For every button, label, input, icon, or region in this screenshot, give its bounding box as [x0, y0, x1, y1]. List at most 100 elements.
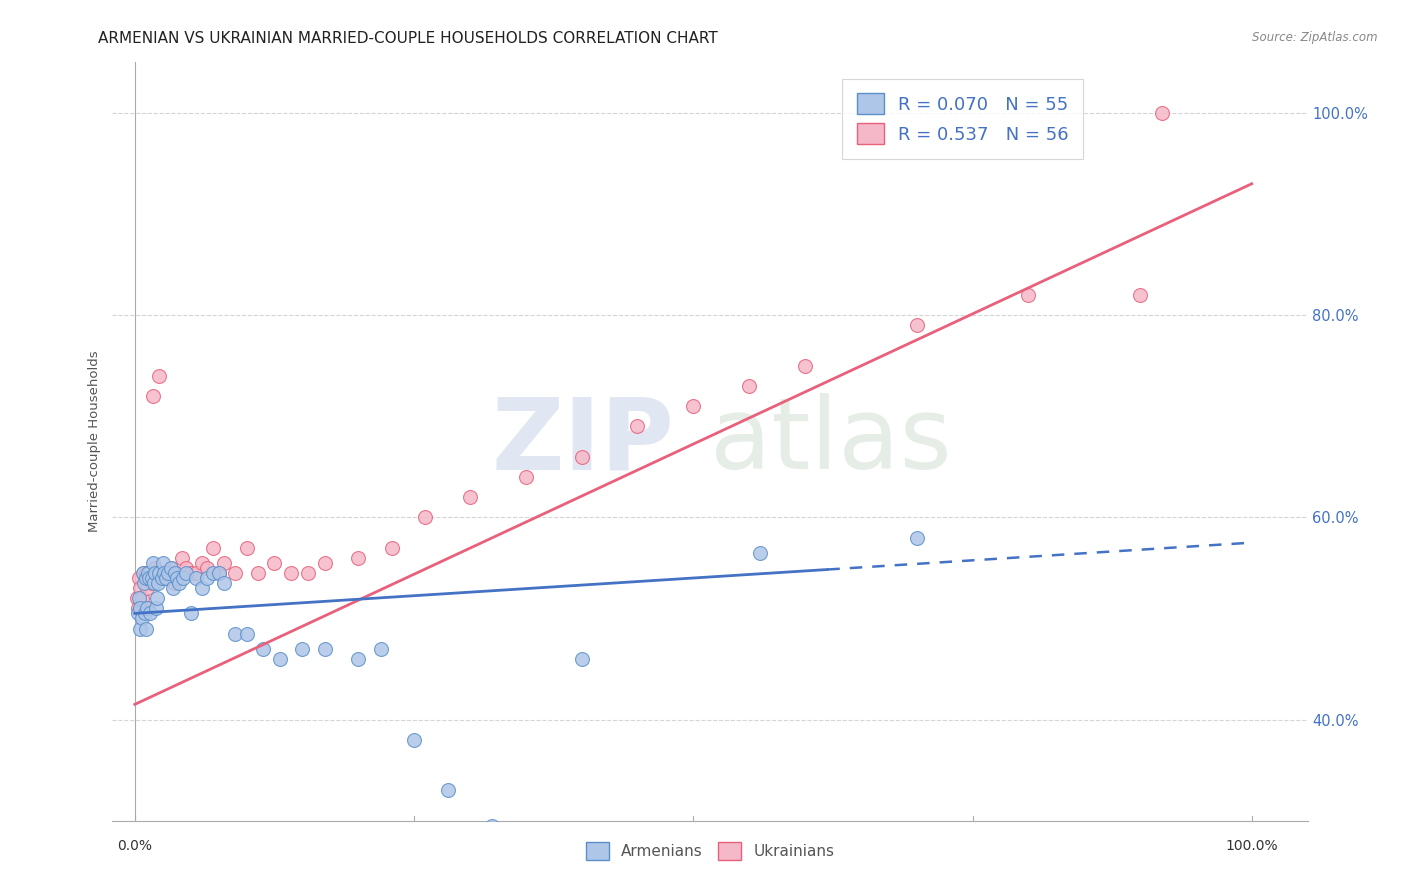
- Point: [197, 571, 219, 585]
- Point: [136, 601, 159, 615]
- Point: [180, 607, 202, 621]
- Text: 0.0%: 0.0%: [117, 838, 152, 853]
- Y-axis label: Married-couple Households: Married-couple Households: [89, 351, 101, 533]
- Text: ARMENIAN VS UKRAINIAN MARRIED-COUPLE HOUSEHOLDS CORRELATION CHART: ARMENIAN VS UKRAINIAN MARRIED-COUPLE HOU…: [98, 31, 718, 46]
- Point: [682, 399, 704, 413]
- Point: [128, 591, 150, 606]
- Point: [626, 419, 648, 434]
- Point: [148, 576, 170, 591]
- Point: [749, 546, 772, 560]
- Point: [136, 601, 159, 615]
- Point: [142, 389, 165, 403]
- Point: [153, 566, 176, 580]
- Text: atlas: atlas: [710, 393, 952, 490]
- Point: [314, 641, 336, 656]
- Point: [129, 622, 152, 636]
- Point: [297, 566, 319, 580]
- Point: [224, 626, 246, 640]
- Point: [186, 571, 208, 585]
- Point: [150, 571, 173, 585]
- Point: [201, 541, 224, 555]
- Point: [571, 652, 593, 666]
- Point: [515, 470, 537, 484]
- Point: [143, 561, 166, 575]
- Point: [252, 641, 274, 656]
- Point: [155, 571, 177, 585]
- Point: [162, 581, 184, 595]
- Point: [148, 368, 170, 383]
- Point: [170, 550, 193, 565]
- Point: [145, 601, 167, 615]
- Point: [905, 318, 928, 333]
- Point: [191, 556, 214, 570]
- Point: [246, 566, 269, 580]
- Point: [235, 541, 257, 555]
- Point: [159, 561, 181, 575]
- Text: 100.0%: 100.0%: [1226, 838, 1278, 853]
- Point: [127, 607, 149, 621]
- Point: [135, 571, 157, 585]
- Point: [138, 571, 160, 585]
- Point: [1129, 288, 1152, 302]
- Point: [280, 566, 302, 580]
- Point: [201, 566, 224, 580]
- Point: [125, 591, 148, 606]
- Point: [136, 581, 159, 595]
- Point: [197, 561, 219, 575]
- Point: [269, 652, 291, 666]
- Point: [148, 566, 170, 580]
- Point: [174, 566, 197, 580]
- Point: [166, 571, 188, 585]
- Point: [131, 601, 153, 615]
- Point: [132, 576, 155, 591]
- Point: [129, 601, 152, 615]
- Point: [291, 641, 314, 656]
- Point: [135, 622, 157, 636]
- Point: [146, 566, 169, 580]
- Point: [134, 571, 156, 585]
- Point: [1152, 106, 1174, 120]
- Point: [141, 576, 163, 591]
- Point: [152, 556, 174, 570]
- Point: [207, 566, 229, 580]
- Point: [146, 591, 169, 606]
- Point: [127, 601, 149, 615]
- Point: [1017, 288, 1039, 302]
- Point: [172, 571, 194, 585]
- Point: [314, 556, 336, 570]
- Point: [347, 550, 370, 565]
- Point: [142, 556, 165, 570]
- Point: [381, 541, 404, 555]
- Point: [129, 581, 152, 595]
- Point: [134, 607, 156, 621]
- Point: [131, 591, 153, 606]
- Point: [135, 566, 157, 580]
- Point: [142, 571, 165, 585]
- Point: [155, 571, 177, 585]
- Point: [413, 510, 436, 524]
- Point: [186, 566, 208, 580]
- Legend: Armenians, Ukrainians: Armenians, Ukrainians: [579, 836, 841, 866]
- Point: [235, 626, 257, 640]
- Point: [174, 561, 197, 575]
- Point: [128, 571, 150, 585]
- Text: ZIP: ZIP: [491, 393, 675, 490]
- Point: [458, 490, 481, 504]
- Point: [169, 576, 191, 591]
- Point: [163, 566, 186, 580]
- Point: [571, 450, 593, 464]
- Point: [131, 611, 153, 625]
- Point: [131, 566, 153, 580]
- Point: [132, 566, 155, 580]
- Point: [212, 556, 235, 570]
- Point: [153, 566, 176, 580]
- Point: [150, 571, 173, 585]
- Point: [224, 566, 246, 580]
- Point: [139, 566, 162, 580]
- Point: [481, 819, 503, 833]
- Point: [905, 531, 928, 545]
- Point: [370, 641, 392, 656]
- Point: [402, 732, 425, 747]
- Point: [138, 571, 160, 585]
- Point: [212, 576, 235, 591]
